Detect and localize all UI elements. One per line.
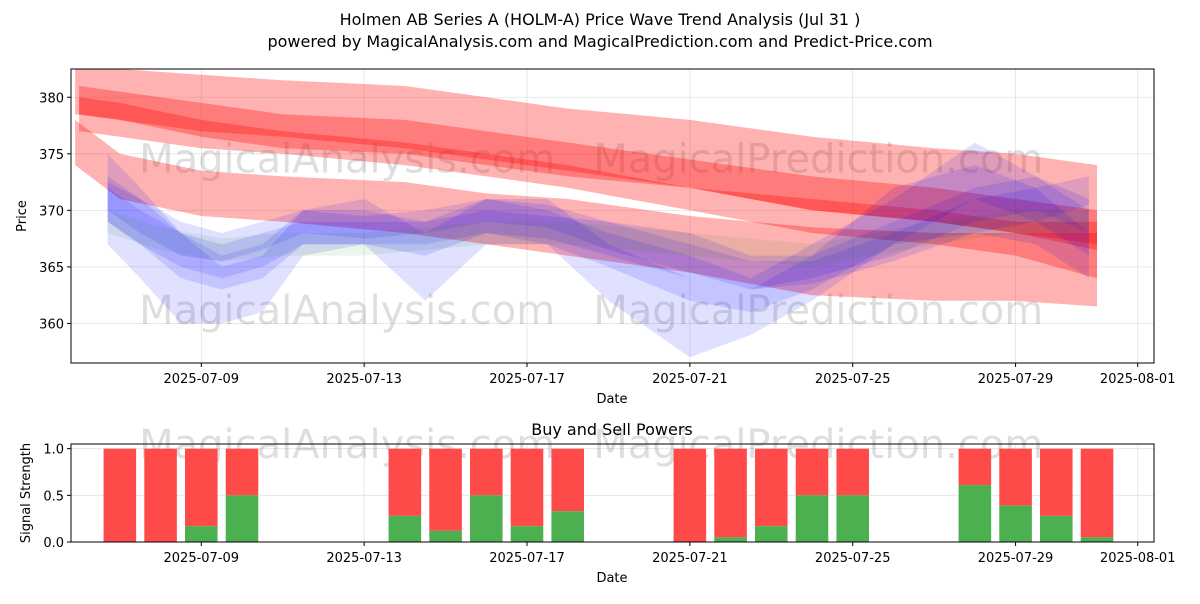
sell-power-bar (144, 448, 177, 542)
price-y-tick-label: 380 (39, 91, 64, 106)
signal-chart: Buy and Sell Powers MagicalAnalysis.com M… (19, 420, 1175, 586)
sell-power-bar (429, 448, 462, 531)
price-grid (71, 69, 1154, 363)
sell-power-bar (673, 448, 707, 542)
sell-power-bar (755, 448, 788, 527)
sell-power-bar (103, 448, 137, 542)
price-y-axis-label: Price (15, 200, 30, 232)
sell-power-bar (510, 448, 544, 527)
sell-power-bar (795, 448, 829, 496)
buy-power-bar (1040, 515, 1073, 542)
signal-x-tick-label: 2025-08-01 (1100, 551, 1176, 566)
buy-power-bar (225, 495, 259, 542)
sell-power-bar (836, 448, 869, 496)
signal-x-tick-label: 2025-07-17 (489, 551, 565, 566)
price-band-red-band-B (75, 119, 1098, 307)
price-x-axis-label: Date (596, 392, 627, 407)
buy-power-bar (795, 495, 829, 542)
price-y-tick-label: 365 (39, 261, 64, 276)
price-x-tick-label: 2025-07-17 (489, 372, 565, 387)
sell-power-bar (1040, 448, 1073, 516)
signal-x-tick-label: 2025-07-21 (652, 551, 728, 566)
price-band-green-band (107, 210, 1089, 267)
buy-power-bar (551, 511, 584, 542)
price-x-tick-label: 2025-07-29 (978, 372, 1054, 387)
buy-power-bar (958, 485, 992, 542)
price-x-tick-label: 2025-08-01 (1100, 372, 1176, 387)
price-plot-background (71, 69, 1154, 363)
buy-power-bar (388, 515, 422, 542)
sell-power-bar (388, 448, 422, 516)
signal-y-axis-label: Signal Strength (19, 443, 34, 543)
price-band-red-band-A (75, 69, 1098, 245)
sell-power-bar (1080, 448, 1114, 538)
signal-plot-frame (70, 443, 1155, 543)
price-band-red-band-C (79, 97, 1098, 279)
signal-x-tick-label: 2025-07-13 (326, 551, 402, 566)
buy-power-bar (714, 537, 747, 542)
price-band-blue-band-D (107, 176, 1089, 290)
signal-y-tick-label: 1.0 (43, 443, 64, 458)
chart-title-line1: Holmen AB Series A (HOLM-A) Price Wave T… (340, 10, 861, 29)
signal-chart-title: Buy and Sell Powers (531, 420, 693, 439)
price-y-tick-label: 360 (39, 317, 64, 332)
buy-power-bar (510, 526, 544, 542)
sell-power-bar (958, 448, 992, 486)
sell-power-bar (470, 448, 503, 496)
price-x-tick-label: 2025-07-21 (652, 372, 728, 387)
buy-power-bar (185, 526, 218, 542)
price-band-red-band-D (79, 86, 1098, 250)
buy-power-bar (470, 495, 503, 542)
price-chart: MagicalAnalysis.com MagicalPrediction.com… (15, 68, 1176, 407)
price-watermarks: MagicalAnalysis.com MagicalPrediction.com… (139, 136, 1043, 334)
signal-bars (103, 448, 1114, 542)
watermark-text: MagicalPrediction.com (593, 288, 1043, 334)
price-plot-frame (70, 68, 1155, 364)
price-x-tick-label: 2025-07-25 (815, 372, 891, 387)
sell-power-bar (185, 448, 218, 527)
price-band-blue-band-C (107, 176, 1089, 290)
buy-power-bar (836, 495, 869, 542)
sell-power-bar (714, 448, 747, 538)
price-y-ticks: 360 365 370 375 380 (39, 91, 71, 332)
price-y-tick-label: 370 (39, 204, 64, 219)
buy-power-bar (1080, 537, 1114, 542)
price-x-ticks: 2025-07-09 2025-07-13 2025-07-17 2025-07-21… (164, 363, 1176, 387)
signal-y-tick-label: 0.0 (43, 536, 64, 551)
price-x-tick-label: 2025-07-13 (326, 372, 402, 387)
sell-power-bar (551, 448, 584, 512)
buy-power-bar (999, 505, 1032, 542)
sell-power-bar (225, 448, 259, 496)
chart-title-line2: powered by MagicalAnalysis.com and Magic… (267, 32, 932, 51)
signal-y-ticks: 0.0 0.5 1.0 (43, 443, 71, 551)
price-x-tick-label: 2025-07-09 (164, 372, 240, 387)
signal-x-ticks: 2025-07-09 2025-07-13 2025-07-17 2025-07-21… (164, 542, 1176, 566)
buy-power-bar (755, 526, 788, 542)
signal-x-axis-label: Date (596, 571, 627, 586)
price-band-blue-band-A (107, 153, 1089, 358)
watermark-text: MagicalPrediction.com (593, 136, 1043, 182)
watermark-text: MagicalAnalysis.com (139, 288, 555, 334)
signal-x-tick-label: 2025-07-25 (815, 551, 891, 566)
price-y-tick-label: 375 (39, 148, 64, 163)
watermark-text: MagicalAnalysis.com (139, 136, 555, 182)
buy-power-bar (429, 530, 462, 542)
price-bands (75, 69, 1098, 358)
signal-x-tick-label: 2025-07-29 (978, 551, 1054, 566)
sell-power-bar (999, 448, 1032, 506)
price-band-blue-band-B (107, 142, 1089, 313)
signal-y-tick-label: 0.5 (43, 489, 64, 504)
signal-x-tick-label: 2025-07-09 (164, 551, 240, 566)
